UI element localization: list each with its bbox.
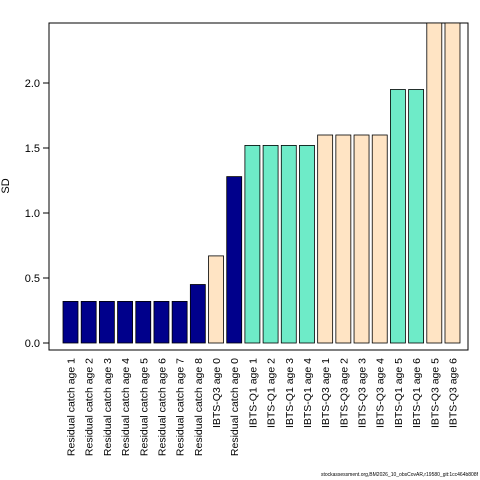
bar — [335, 134, 352, 344]
x-category-label: IBTS-Q1 age 3 — [284, 358, 296, 428]
x-category-label: IBTS-Q3 age 1 — [320, 358, 332, 428]
footer-note: stockassessment.org,BM2026_10_obsCovAR,r… — [320, 472, 478, 478]
bar — [171, 300, 188, 344]
bar — [226, 176, 243, 344]
y-tick-label: 0.0 — [25, 338, 40, 350]
x-category-label: IBTS-Q3 age 6 — [447, 358, 459, 428]
bar — [135, 300, 152, 344]
bar — [408, 89, 425, 344]
x-category-label: Residual catch age 0 — [229, 358, 241, 456]
category-labels: Residual catch age 1 Residual catch age 2… — [66, 358, 460, 456]
x-category-label: IBTS-Q1 age 2 — [266, 358, 278, 428]
bar — [317, 134, 334, 344]
x-category-label: Residual catch age 2 — [84, 358, 96, 456]
bar — [353, 134, 370, 344]
bar — [98, 300, 115, 344]
x-category-label: IBTS-Q1 age 4 — [302, 358, 314, 428]
plot-frame — [48, 22, 469, 351]
bar — [62, 300, 79, 344]
x-category-label: IBTS-Q3 age 5 — [429, 358, 441, 428]
bar — [444, 22, 461, 344]
y-tick-label: 2.0 — [25, 78, 40, 90]
bar — [280, 144, 297, 344]
x-category-label: Residual catch age 3 — [102, 358, 114, 456]
x-category-label: Residual catch age 1 — [66, 358, 78, 456]
x-category-label: IBTS-Q3 age 4 — [375, 358, 387, 428]
bar — [80, 300, 97, 344]
x-category-label: IBTS-Q3 age 2 — [338, 358, 350, 428]
y-axis-title: SD — [0, 178, 12, 193]
bars-group — [62, 22, 461, 344]
x-category-label: IBTS-Q1 age 6 — [411, 358, 423, 428]
y-tick-label: 1.0 — [25, 208, 40, 220]
bar — [371, 134, 388, 344]
x-category-label: Residual catch age 7 — [175, 358, 187, 456]
x-category-label: IBTS-Q3 age 3 — [357, 358, 369, 428]
bar — [244, 144, 261, 344]
x-category-label: IBTS-Q1 age 5 — [393, 358, 405, 428]
bar — [262, 144, 279, 344]
bar — [390, 89, 406, 344]
x-category-label: Residual catch age 8 — [193, 358, 205, 456]
y-axis: 0.0 0.5 1.0 1.5 2.0 — [25, 78, 49, 350]
x-category-label: Residual catch age 5 — [138, 358, 150, 456]
bar — [299, 144, 315, 344]
x-category-label: Residual catch age 4 — [120, 358, 132, 456]
bar — [189, 284, 206, 344]
y-tick-label: 1.5 — [25, 143, 40, 155]
x-category-label: IBTS-Q3 age 0 — [211, 358, 223, 428]
bar — [208, 255, 224, 344]
y-tick-label: 0.5 — [25, 273, 40, 285]
bar — [426, 22, 443, 344]
bar — [153, 300, 170, 344]
bar — [117, 300, 133, 344]
x-category-label: Residual catch age 6 — [156, 358, 168, 456]
x-category-label: IBTS-Q1 age 1 — [247, 358, 259, 428]
